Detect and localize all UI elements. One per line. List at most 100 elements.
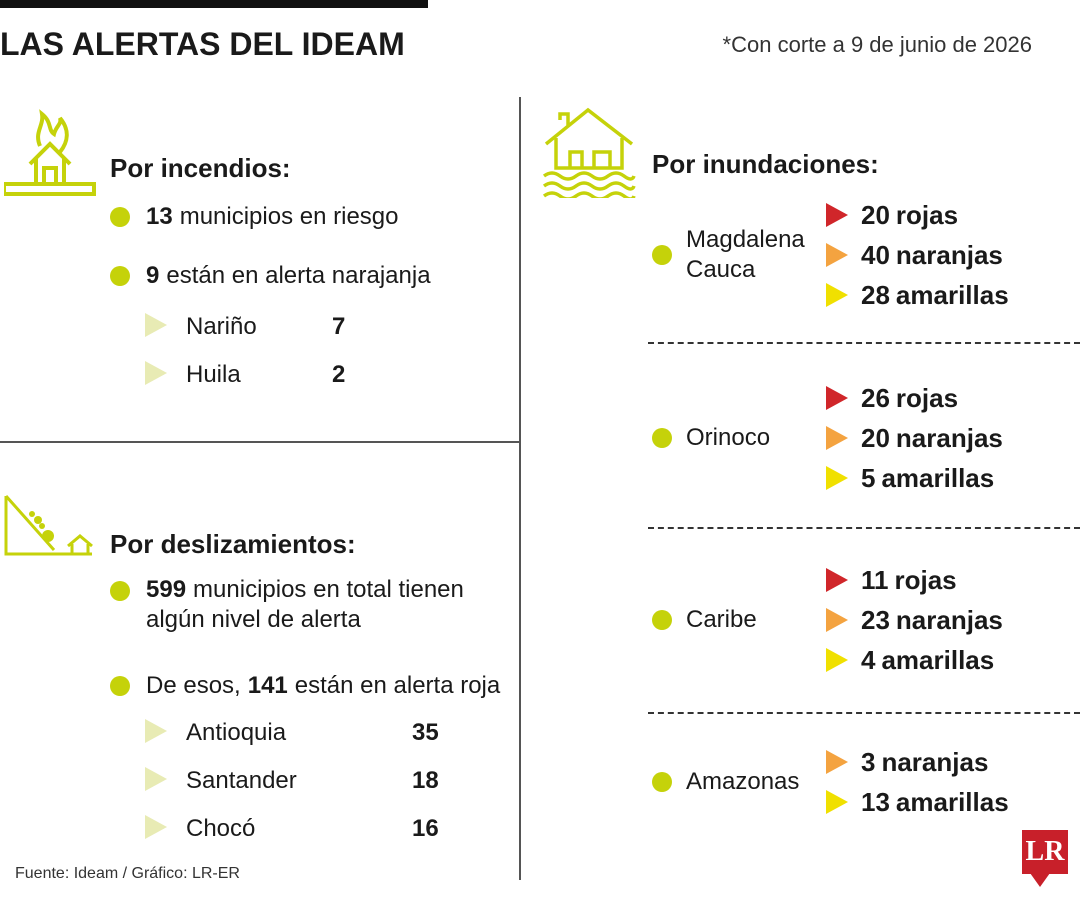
alert: 23 naranjas bbox=[861, 605, 1003, 635]
count: 13 bbox=[861, 787, 890, 817]
dept-name: Nariño bbox=[186, 313, 257, 340]
text: municipios en riesgo bbox=[179, 203, 399, 230]
alert: 20 rojas bbox=[861, 200, 958, 230]
flood-icon bbox=[542, 107, 636, 198]
heading: Por inundaciones: bbox=[652, 149, 879, 179]
alert-triangle bbox=[826, 568, 848, 592]
count: 4 bbox=[861, 645, 876, 675]
divider bbox=[519, 97, 521, 880]
item: 9 están en alerta narajanja bbox=[146, 261, 431, 291]
text: están en alerta roja bbox=[294, 672, 501, 699]
label: rojas bbox=[895, 383, 959, 413]
top-bar bbox=[0, 0, 428, 8]
title: LAS ALERTAS DEL IDEAM bbox=[0, 26, 405, 62]
bullet bbox=[110, 676, 130, 696]
number: 141 bbox=[247, 672, 288, 699]
dept-value: 2 bbox=[332, 361, 346, 388]
label: amarillas bbox=[881, 463, 995, 493]
dept-name: Huila bbox=[186, 361, 241, 388]
heading: Por incendios: bbox=[110, 153, 291, 183]
triangle bbox=[145, 361, 167, 385]
bullet bbox=[652, 428, 672, 448]
item: 599 municipios en total tienen algún nive… bbox=[146, 575, 486, 635]
label: naranjas bbox=[895, 240, 1003, 270]
divider bbox=[0, 441, 519, 443]
region-name: Orinoco bbox=[686, 424, 771, 451]
label: amarillas bbox=[895, 280, 1009, 310]
triangle bbox=[145, 815, 167, 839]
number: 13 bbox=[146, 203, 173, 230]
triangle bbox=[145, 767, 167, 791]
count: 23 bbox=[861, 605, 890, 635]
count: 20 bbox=[861, 200, 890, 230]
count: 28 bbox=[861, 280, 890, 310]
dept-name: Chocó bbox=[186, 815, 256, 842]
alert-triangle bbox=[826, 203, 848, 227]
item: De esos, 141 están en alerta roja bbox=[146, 671, 500, 701]
alert-triangle bbox=[826, 386, 848, 410]
alert: 13 amarillas bbox=[861, 787, 1009, 817]
bullet bbox=[652, 245, 672, 265]
item: 13 municipios en riesgo bbox=[146, 202, 398, 232]
alert-triangle bbox=[826, 283, 848, 307]
landslide-icon bbox=[4, 495, 93, 556]
separator bbox=[648, 527, 1080, 529]
number: 599 bbox=[146, 576, 187, 603]
dept-name: Santander bbox=[186, 767, 297, 794]
bullet bbox=[110, 207, 130, 227]
alert-triangle bbox=[826, 426, 848, 450]
label: amarillas bbox=[881, 645, 995, 675]
source: Fuente: Ideam / Gráfico: LR-ER bbox=[15, 865, 240, 882]
count: 5 bbox=[861, 463, 876, 493]
alert: 26 rojas bbox=[861, 383, 958, 413]
text: están en alerta narajanja bbox=[166, 262, 431, 289]
alert-triangle bbox=[826, 790, 848, 814]
alert-triangle bbox=[826, 608, 848, 632]
label: naranjas bbox=[895, 605, 1003, 635]
bullet bbox=[652, 772, 672, 792]
prefix: De esos, bbox=[146, 672, 241, 699]
region-name: Magdalena Cauca bbox=[686, 226, 805, 283]
dept-value: 7 bbox=[332, 313, 346, 340]
text: municipios en total tienen algún nivel d… bbox=[146, 576, 464, 633]
number: 9 bbox=[146, 262, 160, 289]
note: *Con corte a 9 de junio de 2026 bbox=[722, 32, 1032, 57]
dept-value: 35 bbox=[412, 719, 439, 746]
heading: Por deslizamientos: bbox=[110, 529, 356, 559]
separator bbox=[648, 342, 1080, 344]
label: rojas bbox=[894, 565, 957, 595]
alert: 40 naranjas bbox=[861, 240, 1003, 270]
count: 40 bbox=[861, 240, 890, 270]
separator bbox=[648, 712, 1080, 714]
logo-tail bbox=[1030, 873, 1050, 887]
bullet bbox=[110, 266, 130, 286]
logo: LR bbox=[1022, 830, 1068, 874]
label: amarillas bbox=[895, 787, 1009, 817]
label: rojas bbox=[895, 200, 959, 230]
fire-icon bbox=[4, 109, 96, 196]
triangle bbox=[145, 719, 167, 743]
alert: 5 amarillas bbox=[861, 463, 994, 493]
bullet bbox=[110, 581, 130, 601]
label: naranjas bbox=[881, 747, 989, 777]
alert-triangle bbox=[826, 243, 848, 267]
bullet bbox=[652, 610, 672, 630]
alert-triangle bbox=[826, 648, 848, 672]
count: 20 bbox=[861, 423, 890, 453]
alert: 3 naranjas bbox=[861, 747, 988, 777]
alert-triangle bbox=[826, 466, 848, 490]
alert: 4 amarillas bbox=[861, 645, 994, 675]
count: 26 bbox=[861, 383, 890, 413]
triangle bbox=[145, 313, 167, 337]
label: naranjas bbox=[895, 423, 1003, 453]
dept-value: 16 bbox=[412, 815, 439, 842]
count: 11 bbox=[861, 565, 889, 595]
alert: 20 naranjas bbox=[861, 423, 1003, 453]
count: 3 bbox=[861, 747, 876, 777]
alert: 28 amarillas bbox=[861, 280, 1009, 310]
region-name: Amazonas bbox=[686, 768, 800, 795]
region-name: Caribe bbox=[686, 606, 757, 633]
dept-value: 18 bbox=[412, 767, 439, 794]
alert-triangle bbox=[826, 750, 848, 774]
